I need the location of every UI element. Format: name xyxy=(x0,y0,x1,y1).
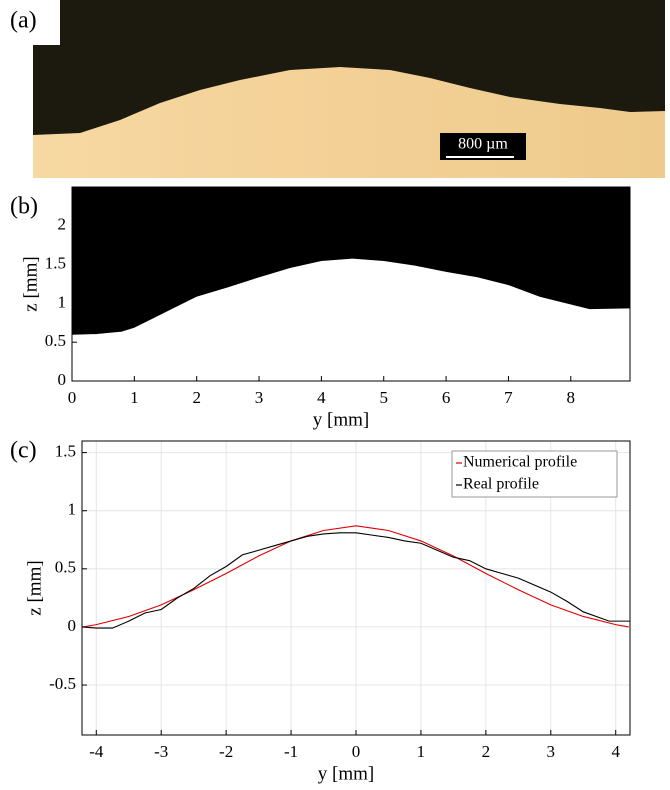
x-tick-label: 5 xyxy=(379,388,388,407)
panel-label: (b) xyxy=(10,194,38,220)
x-tick-label: 4 xyxy=(317,388,326,407)
y-tick-label: 0 xyxy=(68,616,77,635)
profile-area xyxy=(71,258,631,382)
y-tick-label: 0.5 xyxy=(55,558,76,577)
x-tick-label: 8 xyxy=(567,388,576,407)
x-tick-label: 0 xyxy=(68,388,77,407)
y-axis-label: z [mm] xyxy=(24,560,45,615)
x-axis-label: y [mm] xyxy=(313,409,369,430)
x-tick-label: 3 xyxy=(255,388,264,407)
x-axis-label: y [mm] xyxy=(318,763,374,784)
y-tick-label: 1 xyxy=(68,500,77,519)
legend-box xyxy=(451,450,618,498)
line xyxy=(83,525,629,628)
y-tick-label: 0.5 xyxy=(45,331,66,350)
y-axis-label: z [mm] xyxy=(20,256,41,311)
panel-label: (a) xyxy=(10,8,37,34)
scale-bar-box xyxy=(440,133,526,160)
x-tick-label: -4 xyxy=(89,742,104,761)
micrograph: (a) 800 µm xyxy=(0,0,665,178)
x-tick-label: 1 xyxy=(417,742,426,761)
resin xyxy=(33,0,665,135)
x-tick-label: 2 xyxy=(482,742,491,761)
axes-frame xyxy=(81,440,631,736)
x-tick-label: -2 xyxy=(219,742,233,761)
scale-bar-label: 800 µm xyxy=(458,136,508,153)
axes-frame xyxy=(71,186,631,382)
x-tick-label: 3 xyxy=(547,742,556,761)
y-tick-label: 1.5 xyxy=(55,442,76,461)
x-tick-label: 4 xyxy=(611,742,620,761)
line xyxy=(81,532,630,629)
label-box xyxy=(0,0,60,45)
x-tick-label: 2 xyxy=(192,388,201,407)
y-tick-label: 0 xyxy=(58,370,67,389)
x-tick-label: 7 xyxy=(504,388,513,407)
legend-label: Real profile xyxy=(463,476,539,493)
x-tick-label: 1 xyxy=(130,388,139,407)
x-tick-label: 0 xyxy=(352,742,361,761)
y-tick-label: 2 xyxy=(58,215,67,234)
panel-label: (c) xyxy=(10,438,37,464)
y-tick-label: -0.5 xyxy=(49,674,76,693)
y-tick-label: 1 xyxy=(58,292,67,311)
legend-label: Numerical profile xyxy=(463,454,577,471)
x-tick-label: -1 xyxy=(284,742,298,761)
y-tick-label: 1.5 xyxy=(45,254,66,273)
x-tick-label: 6 xyxy=(442,388,451,407)
x-tick-label: -3 xyxy=(154,742,168,761)
